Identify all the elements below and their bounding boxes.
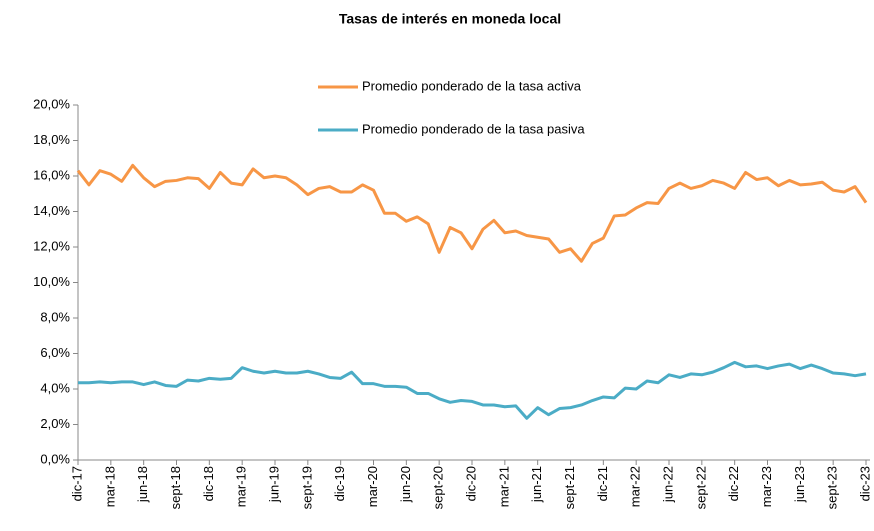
x-tick-label: mar-19 [234, 466, 249, 507]
x-tick-label: dic-20 [463, 466, 478, 501]
legend-label: Promedio ponderado de la tasa activa [362, 78, 582, 93]
x-tick-label: dic-23 [857, 466, 872, 501]
x-tick-label: sept-20 [431, 466, 446, 509]
x-tick-label: mar-23 [759, 466, 774, 507]
x-tick-label: dic-21 [595, 466, 610, 501]
x-tick-label: mar-20 [365, 466, 380, 507]
x-tick-label: dic-19 [332, 466, 347, 501]
y-tick-label: 0,0% [40, 451, 70, 466]
x-tick-label: mar-22 [628, 466, 643, 507]
x-tick-label: mar-18 [102, 466, 117, 507]
y-tick-label: 10,0% [33, 274, 70, 289]
x-tick-label: jun-19 [266, 466, 281, 503]
x-tick-label: dic-22 [726, 466, 741, 501]
x-tick-label: sept-22 [693, 466, 708, 509]
x-tick-label: sept-23 [825, 466, 840, 509]
y-tick-label: 4,0% [40, 380, 70, 395]
y-tick-label: 16,0% [33, 167, 70, 182]
series-line [76, 163, 868, 263]
x-tick-label: jun-20 [398, 466, 413, 503]
y-tick-label: 20,0% [33, 96, 70, 111]
y-tick-label: 14,0% [33, 203, 70, 218]
y-tick-label: 18,0% [33, 132, 70, 147]
x-tick-label: mar-21 [496, 466, 511, 507]
legend-label: Promedio ponderado de la tasa pasiva [362, 121, 585, 136]
x-tick-label: sept-21 [562, 466, 577, 509]
x-tick-label: jun-22 [660, 466, 675, 503]
y-tick-label: 2,0% [40, 416, 70, 431]
x-tick-label: dic-17 [69, 466, 84, 501]
series-line [78, 360, 867, 420]
x-tick-label: jun-18 [135, 466, 150, 503]
y-tick-label: 12,0% [33, 238, 70, 253]
y-tick-label: 6,0% [40, 345, 70, 360]
x-tick-label: dic-18 [201, 466, 216, 501]
x-tick-label: jun-21 [529, 466, 544, 503]
x-tick-label: sept-18 [168, 466, 183, 509]
x-tick-label: sept-19 [299, 466, 314, 509]
chart-title: Tasas de interés en moneda local [339, 11, 561, 27]
y-tick-label: 8,0% [40, 309, 70, 324]
x-tick-label: jun-23 [792, 466, 807, 503]
